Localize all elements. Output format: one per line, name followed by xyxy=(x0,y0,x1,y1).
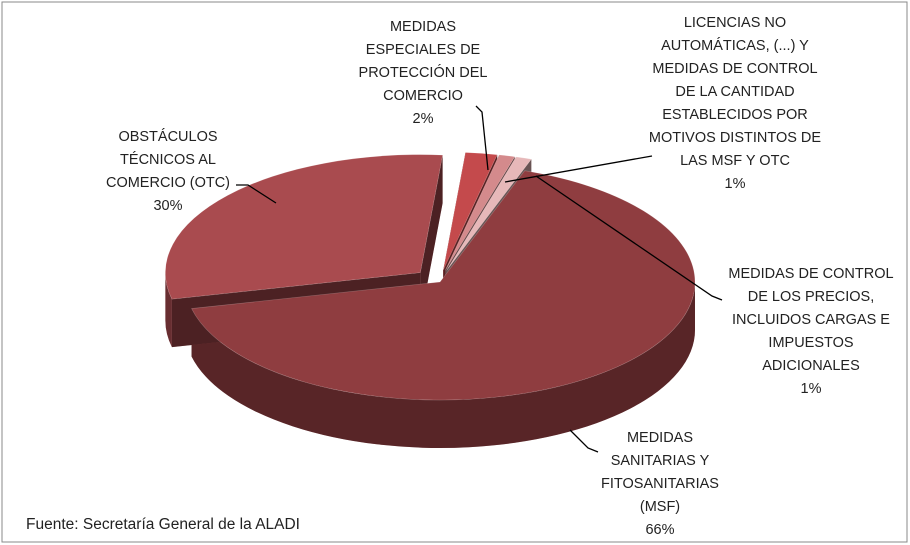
slice-side-shade xyxy=(191,282,695,449)
value-label: 30% xyxy=(153,198,183,214)
slice-cut-shade xyxy=(420,155,443,321)
slice-side xyxy=(191,282,695,449)
slice-side xyxy=(165,272,172,348)
category-label: LICENCIAS NO AUTOMÁTICAS, (...) Y MEDIDA… xyxy=(648,15,822,169)
pie xyxy=(165,152,696,449)
slice-tops xyxy=(165,152,696,401)
category-label: MEDIDAS SANITARIAS Y FITOSANITARIAS (MSF… xyxy=(601,430,719,515)
slice xyxy=(446,156,532,271)
leader-line xyxy=(475,105,489,171)
slice-label: OBSTÁCULOS TÉCNICOS AL COMERCIO (OTC) 30… xyxy=(88,126,248,218)
leader-line xyxy=(569,429,599,453)
slice-label: MEDIDAS SANITARIAS Y FITOSANITARIAS (MSF… xyxy=(585,427,735,542)
value-label: 1% xyxy=(724,176,746,192)
slice-side-shade xyxy=(165,272,172,348)
slice xyxy=(445,154,516,271)
slice-label: MEDIDAS ESPECIALES DE PROTECCIÓN DEL COM… xyxy=(353,16,493,131)
source-note: Fuente: Secretaría General de la ALADI xyxy=(26,516,300,533)
value-label: 1% xyxy=(800,381,822,397)
leader-line xyxy=(535,175,723,301)
category-label: MEDIDAS ESPECIALES DE PROTECCIÓN DEL COM… xyxy=(358,19,488,104)
category-label: OBSTÁCULOS TÉCNICOS AL COMERCIO (OTC) xyxy=(105,129,231,191)
value-label: 66% xyxy=(645,522,675,538)
category-label: MEDIDAS DE CONTROL DE LOS PRECIOS, INCLU… xyxy=(728,266,894,374)
slice xyxy=(442,152,498,271)
slice-label: LICENCIAS NO AUTOMÁTICAS, (...) Y MEDIDA… xyxy=(645,12,825,196)
slice xyxy=(165,154,443,300)
leader-lines xyxy=(236,105,723,453)
leader-line xyxy=(236,184,277,204)
slice-label: MEDIDAS DE CONTROL DE LOS PRECIOS, INCLU… xyxy=(727,263,895,401)
leader-line xyxy=(504,155,653,183)
value-label: 2% xyxy=(412,111,434,127)
slice xyxy=(191,170,696,401)
